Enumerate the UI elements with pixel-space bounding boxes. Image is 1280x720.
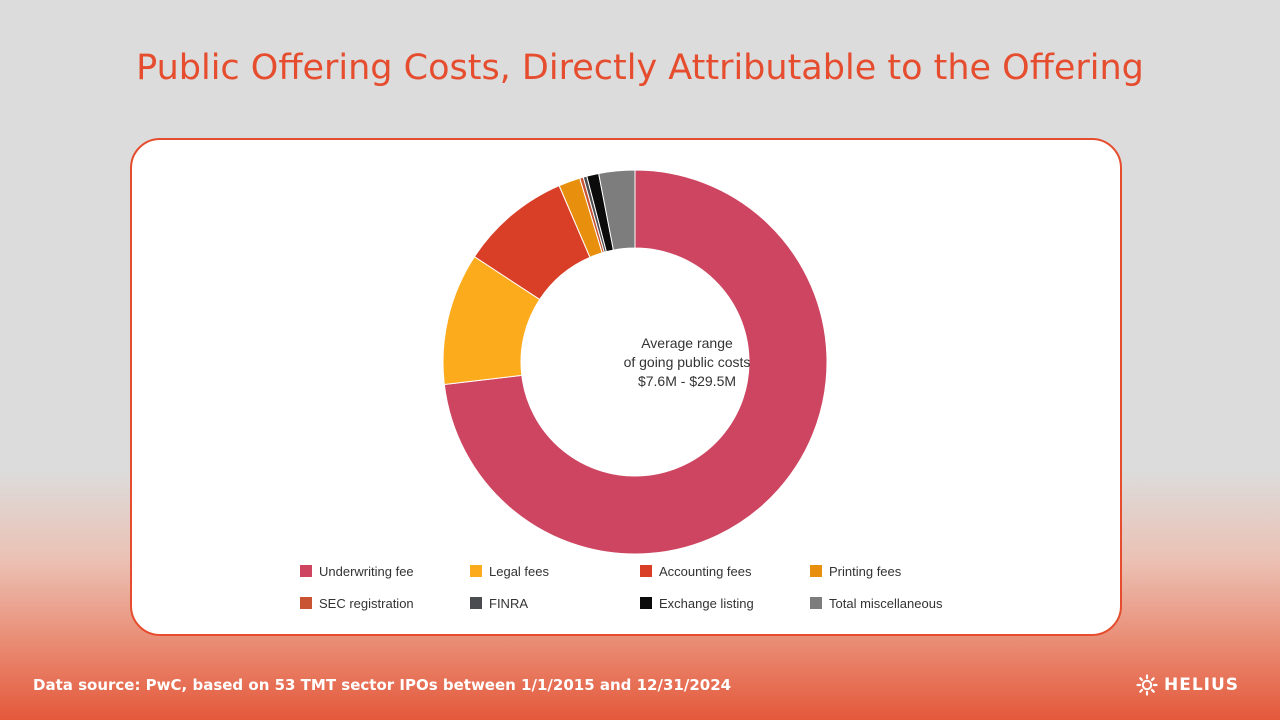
helius-logo: HELIUS: [1136, 674, 1239, 696]
legend-label: Printing fees: [829, 563, 902, 579]
legend-item-accounting-fees[interactable]: Accounting fees: [640, 562, 752, 580]
legend-swatch: [640, 597, 652, 609]
center-label-line-1: Average range: [641, 335, 733, 351]
legend-item-underwriting-fee[interactable]: Underwriting fee: [300, 562, 414, 580]
legend-swatch: [810, 565, 822, 577]
legend-label: Legal fees: [489, 563, 549, 579]
legend-item-legal-fees[interactable]: Legal fees: [470, 562, 549, 580]
legend-item-total-miscellaneous[interactable]: Total miscellaneous: [810, 594, 942, 612]
legend-swatch: [300, 597, 312, 609]
center-label: Average range of going public costs $7.6…: [562, 334, 812, 391]
page-title: Public Offering Costs, Directly Attribut…: [136, 48, 1144, 88]
legend-label: FINRA: [489, 595, 528, 611]
legend-swatch: [470, 597, 482, 609]
legend-item-printing-fees[interactable]: Printing fees: [810, 562, 901, 580]
donut-slices: [442, 169, 828, 555]
legend-swatch: [300, 565, 312, 577]
donut-chart: [442, 169, 828, 555]
center-label-line-2: of going public costs: [623, 354, 751, 370]
slice-total-miscellaneous[interactable]: [598, 169, 636, 251]
chart-card: Average range of going public costs $7.6…: [130, 138, 1122, 636]
legend-swatch: [810, 597, 822, 609]
legend-item-sec-registration[interactable]: SEC registration: [300, 594, 414, 612]
center-label-line-3: $7.6M - $29.5M: [637, 373, 737, 389]
legend-item-finra[interactable]: FINRA: [470, 594, 528, 612]
legend-label: SEC registration: [319, 595, 414, 611]
data-source-note: Data source: PwC, based on 53 TMT sector…: [33, 676, 732, 694]
legend-swatch: [470, 565, 482, 577]
legend-swatch: [640, 565, 652, 577]
legend-label: Underwriting fee: [319, 563, 414, 579]
legend-item-exchange-listing[interactable]: Exchange listing: [640, 594, 754, 612]
sun-icon: [1136, 674, 1158, 696]
slice-underwriting-fee[interactable]: [443, 169, 828, 555]
legend-label: Exchange listing: [659, 595, 754, 611]
logo-text: HELIUS: [1164, 675, 1240, 695]
legend-label: Accounting fees: [659, 563, 752, 579]
legend-label: Total miscellaneous: [829, 595, 943, 611]
